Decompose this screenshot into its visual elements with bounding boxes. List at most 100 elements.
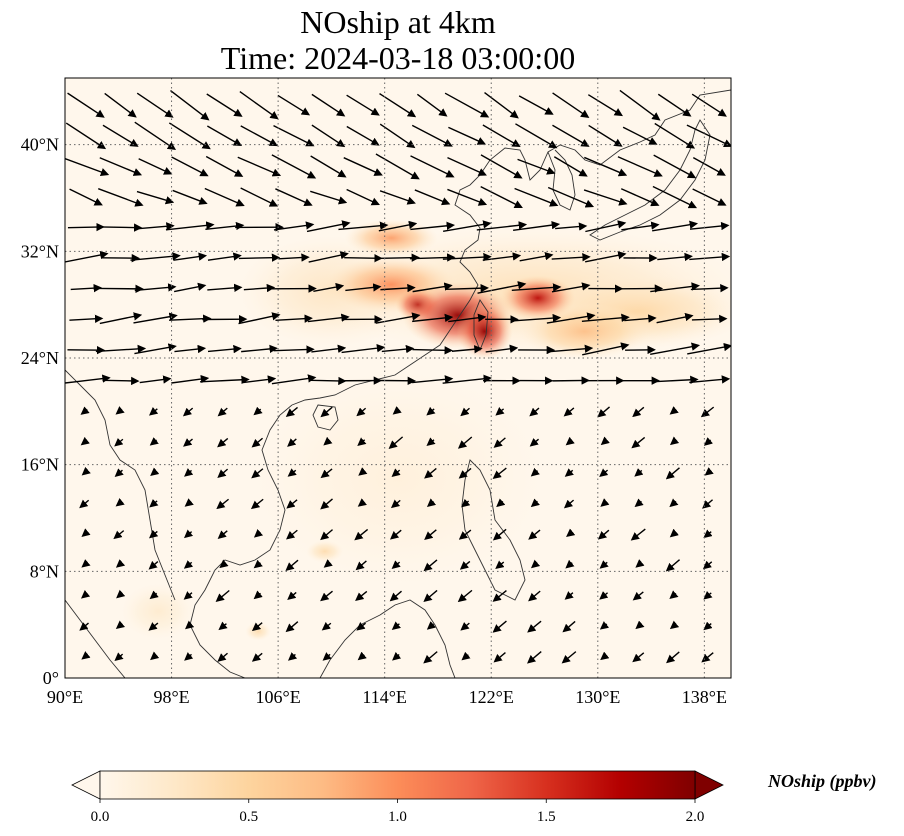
wind-arrow: [411, 124, 453, 147]
wind-arrow: [632, 406, 645, 418]
wind-arrow: [495, 560, 505, 570]
wind-arrow: [445, 283, 489, 293]
wind-arrow: [666, 651, 680, 664]
wind-arrow: [423, 651, 438, 664]
wind-arrow: [285, 559, 299, 571]
colorbar-tick-label: 2.0: [686, 809, 705, 825]
wind-arrow: [168, 122, 211, 150]
wind-arrow: [165, 221, 215, 231]
wind-arrow: [423, 589, 438, 603]
wind-arrow: [484, 91, 519, 119]
colorbar-tick-label: 0.5: [239, 809, 258, 825]
wind-arrow: [423, 559, 438, 572]
wind-arrow: [411, 375, 454, 384]
wind-arrow: [519, 252, 554, 262]
wind-arrow: [205, 155, 244, 177]
wind-arrow: [585, 251, 627, 263]
wind-arrow: [457, 589, 473, 603]
wind-arrow: [273, 345, 315, 354]
longitude-tick-label: 90°E: [47, 687, 83, 707]
wind-arrow: [240, 187, 279, 207]
wind-arrow: [669, 620, 680, 630]
wind-arrow: [588, 124, 623, 147]
wind-arrow: [552, 92, 590, 118]
wind-arrow: [390, 499, 401, 509]
wind-arrow: [81, 559, 91, 568]
wind-arrow: [621, 221, 660, 231]
wind-arrow: [669, 590, 679, 600]
wind-arrow: [480, 154, 523, 179]
wind-arrow: [285, 406, 298, 417]
wind-arrow: [114, 468, 124, 477]
wind-arrow: [182, 407, 194, 417]
wind-arrow: [171, 374, 210, 384]
wind-arrow: [582, 342, 630, 356]
wind-arrow: [391, 468, 401, 478]
coastline-indochina: [189, 404, 293, 678]
wind-arrow: [277, 94, 311, 116]
wind-arrow: [444, 92, 490, 118]
wind-arrow: [376, 253, 421, 262]
wind-arrow: [307, 313, 350, 323]
wind-arrow: [251, 468, 264, 479]
colorbar-label: NOship (ppbv): [768, 771, 877, 791]
wind-arrow: [635, 559, 645, 568]
wind-arrow: [692, 188, 727, 206]
wind-arrow: [583, 189, 628, 206]
latitude-tick-label: 24°N: [21, 348, 59, 368]
wind-arrow: [219, 559, 229, 569]
wind-arrow: [599, 591, 609, 600]
wind-arrow: [458, 467, 472, 479]
wind-arrow: [218, 621, 228, 631]
wind-arrow: [150, 651, 160, 661]
wind-arrow: [99, 223, 143, 232]
wind-arrow: [241, 344, 278, 354]
wind-arrow: [513, 220, 561, 231]
wind-arrow: [553, 156, 588, 177]
wind-arrow: [529, 407, 540, 417]
wind-arrow: [253, 590, 263, 600]
wind-arrow: [150, 467, 160, 477]
wind-arrow: [492, 528, 507, 541]
wind-vectors: [65, 89, 731, 664]
wind-arrow: [632, 652, 645, 663]
wind-arrow: [358, 467, 368, 476]
wind-arrow: [426, 437, 436, 446]
wind-arrow: [285, 621, 299, 633]
wind-arrow: [528, 590, 541, 602]
wind-arrow: [687, 342, 731, 355]
wind-arrow: [320, 590, 333, 602]
wind-arrow: [139, 375, 172, 384]
colorbar-tick-label: 1.5: [537, 809, 556, 825]
wind-arrow: [287, 591, 297, 600]
wind-arrow: [321, 621, 332, 631]
wind-arrow: [171, 156, 209, 177]
wind-arrow: [184, 468, 194, 477]
longitude-tick-label: 98°E: [153, 687, 189, 707]
wind-arrow: [69, 314, 104, 323]
wind-arrow: [102, 376, 140, 386]
wind-arrow: [665, 559, 681, 572]
map-subtitle-time: Time: 2024-03-18 03:00:00: [220, 40, 576, 76]
latitude-tick-label: 8°N: [30, 561, 59, 581]
colorbar-tick-label: 0.0: [91, 809, 110, 825]
wind-arrow: [634, 468, 644, 477]
wind-arrow: [600, 436, 610, 446]
gridlines: [65, 78, 731, 678]
wind-arrow: [185, 620, 195, 630]
wind-arrow: [311, 93, 346, 117]
longitude-tick-label: 122°E: [469, 687, 514, 707]
wind-arrow: [149, 590, 159, 600]
wind-arrow: [689, 221, 730, 231]
wind-arrow: [271, 374, 317, 385]
wind-arrow: [686, 124, 731, 147]
latitude-tick-label: 40°N: [21, 135, 59, 155]
wind-arrow: [381, 344, 415, 354]
wind-arrow: [460, 407, 470, 417]
wind-arrow: [242, 375, 277, 384]
wind-arrow: [410, 221, 456, 231]
wind-arrow: [238, 312, 281, 325]
wind-arrow: [703, 621, 713, 631]
wind-arrow: [704, 467, 714, 476]
wind-arrow: [251, 437, 264, 448]
